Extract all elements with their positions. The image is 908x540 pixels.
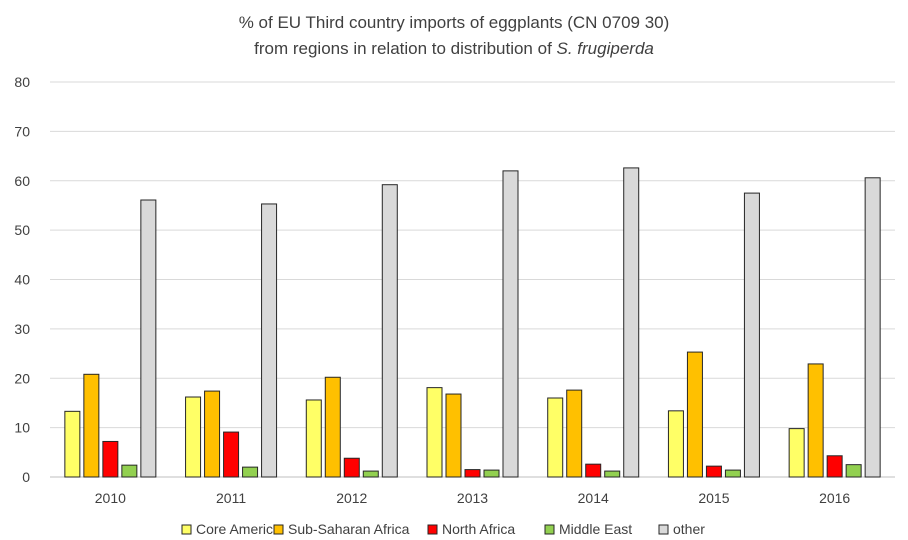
bar-sub-saharan-africa-2016 <box>807 363 824 478</box>
bar-core-america-2013 <box>426 387 443 478</box>
legend-swatch <box>658 524 669 535</box>
bar-other-2011 <box>261 203 278 478</box>
bar-middle-east-2010 <box>121 464 138 478</box>
x-tick-label: 2012 <box>336 490 367 506</box>
bar-core-america-2010 <box>64 410 81 478</box>
legend: Core America Sub-Saharan Africa North Afri… <box>181 521 705 537</box>
bar-north-africa-2015 <box>705 465 722 478</box>
bar-middle-east-2015 <box>724 469 741 478</box>
legend-label: North Africa <box>442 521 515 537</box>
y-tick-label: 0 <box>22 469 30 485</box>
y-tick-label: 10 <box>14 420 30 436</box>
x-tick-label: 2015 <box>698 490 729 506</box>
bar-north-africa-2010 <box>102 440 119 478</box>
bar-core-america-2016 <box>788 428 805 478</box>
x-axis-tick-labels: 2010 2011 2012 2013 2014 2015 2016 <box>95 490 851 506</box>
bar-middle-east-2012 <box>362 470 379 478</box>
bar-core-america-2011 <box>185 396 202 478</box>
y-tick-label: 70 <box>14 123 30 139</box>
bar-core-america-2014 <box>547 397 564 478</box>
y-tick-label: 80 <box>14 74 30 90</box>
y-tick-label: 40 <box>14 272 30 288</box>
bar-north-africa-2013 <box>464 469 481 478</box>
bar-north-africa-2011 <box>223 431 240 478</box>
bar-middle-east-2013 <box>483 469 500 478</box>
x-tick-label: 2011 <box>216 490 246 506</box>
chart-title-line-2: from regions in relation to distribution… <box>254 39 654 58</box>
x-tick-label: 2010 <box>95 490 126 506</box>
bar-sub-saharan-africa-2010 <box>83 373 100 478</box>
bar-other-2015 <box>743 192 760 478</box>
bar-north-africa-2012 <box>343 457 360 478</box>
bar-middle-east-2014 <box>604 470 621 478</box>
legend-label: Core America <box>196 521 281 537</box>
chart-title-line-1: % of EU Third country imports of eggplan… <box>239 13 670 32</box>
chart-title-line-2-text: from regions in relation to distribution… <box>254 39 556 58</box>
y-tick-label: 20 <box>14 370 30 386</box>
bar-middle-east-2011 <box>242 466 259 478</box>
bar-other-2013 <box>502 170 519 478</box>
legend-label: Sub-Saharan Africa <box>288 521 410 537</box>
x-tick-label: 2013 <box>457 490 488 506</box>
legend-label: other <box>673 521 705 537</box>
bar-core-america-2015 <box>667 410 684 478</box>
y-tick-label: 60 <box>14 173 30 189</box>
legend-swatch <box>273 524 284 535</box>
y-tick-label: 50 <box>14 222 30 238</box>
bar-sub-saharan-africa-2011 <box>204 390 221 478</box>
bar-sub-saharan-africa-2014 <box>566 389 583 478</box>
bar-other-2016 <box>864 177 881 478</box>
bar-core-america-2012 <box>305 399 322 478</box>
y-axis-tick-labels: 0 10 20 30 40 50 60 70 80 <box>14 74 30 485</box>
chart-title-species: S. frugiperda <box>557 39 654 58</box>
bar-sub-saharan-africa-2013 <box>445 393 462 478</box>
bar-north-africa-2016 <box>826 455 843 478</box>
legend-swatch <box>427 524 438 535</box>
bar-sub-saharan-africa-2015 <box>686 351 703 478</box>
bar-sub-saharan-africa-2012 <box>324 376 341 478</box>
bar-other-2010 <box>140 199 157 478</box>
legend-swatch <box>181 524 192 535</box>
gridlines <box>50 81 895 478</box>
y-tick-label: 30 <box>14 321 30 337</box>
x-tick-label: 2016 <box>819 490 850 506</box>
bar-north-africa-2014 <box>585 463 602 478</box>
legend-label: Middle East <box>559 521 632 537</box>
x-tick-label: 2014 <box>578 490 609 506</box>
bar-other-2012 <box>381 184 398 478</box>
bar-middle-east-2016 <box>845 464 862 478</box>
bars <box>64 167 881 478</box>
bar-other-2014 <box>623 167 640 478</box>
legend-swatch <box>544 524 555 535</box>
